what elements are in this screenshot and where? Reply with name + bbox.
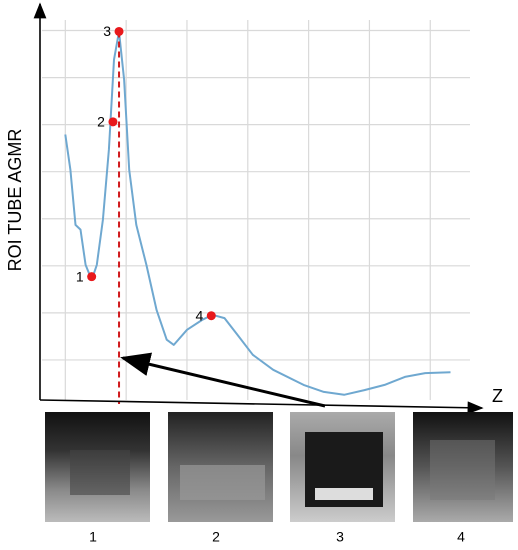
point-label: 2: [97, 114, 105, 130]
thumbnail-detail: [70, 450, 130, 495]
x-axis: [39, 399, 484, 415]
panel-label: 3: [336, 529, 344, 545]
point-label: 1: [76, 268, 84, 284]
thumbnails: [45, 412, 513, 522]
thumbnail-detail: [315, 488, 373, 500]
thumbnail-detail: [180, 465, 265, 500]
x-axis-label: Z: [492, 386, 503, 406]
grid: [42, 20, 470, 400]
panel-label: 4: [457, 529, 465, 545]
panel-label: 2: [212, 529, 220, 545]
point: [206, 311, 216, 321]
panel-label: 1: [89, 529, 97, 545]
point-label: 3: [103, 23, 111, 39]
thumbnail-detail: [430, 440, 495, 500]
y-axis-label: ROI TUBE AGMR: [5, 129, 25, 272]
line-series: [64, 30, 451, 396]
arrow: [120, 352, 326, 408]
point: [87, 272, 97, 282]
point: [114, 26, 124, 36]
panel-labels: 1 2 3 4: [89, 529, 465, 545]
plot: 1 2 3 4: [64, 23, 451, 404]
point-label: 4: [196, 307, 204, 323]
point: [108, 117, 118, 127]
